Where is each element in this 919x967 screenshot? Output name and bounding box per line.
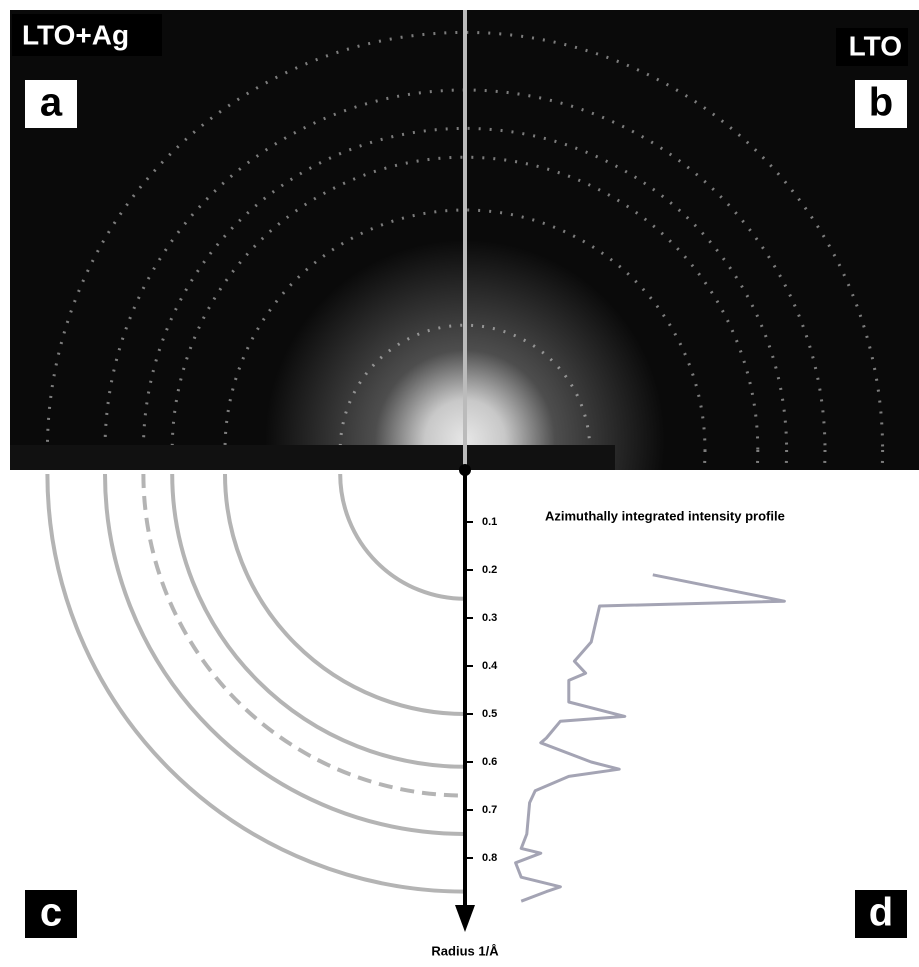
beam-stop <box>10 445 615 470</box>
y-tick-label: 0.3 <box>482 612 497 624</box>
y-tick-label: 0.5 <box>482 708 497 720</box>
ring-arc <box>143 474 465 796</box>
intensity-profile <box>516 575 785 901</box>
panel-label: b <box>869 81 893 125</box>
ring-arc <box>172 474 465 767</box>
panel-label: c <box>40 891 62 935</box>
sample-label: LTO+Ag <box>22 19 129 50</box>
figure: LTO+Ag LTO a b c d Azimuthally integrate… <box>0 0 919 962</box>
y-tick-label: 0.2 <box>482 564 497 576</box>
axis-label: Radius 1/Å <box>431 943 499 958</box>
axis-origin <box>459 464 471 476</box>
ring-arc <box>105 474 465 834</box>
y-tick-label: 0.1 <box>482 516 497 528</box>
y-tick-label: 0.6 <box>482 756 497 768</box>
y-tick-label: 0.7 <box>482 804 497 816</box>
panel-label: d <box>869 891 893 935</box>
y-tick-label: 0.8 <box>482 852 497 864</box>
chart-title: Azimuthally integrated intensity profile <box>545 508 785 523</box>
sample-label: LTO <box>849 30 902 61</box>
panel-label: a <box>40 81 63 125</box>
y-tick-label: 0.4 <box>482 660 498 672</box>
ring-arc <box>340 474 465 599</box>
